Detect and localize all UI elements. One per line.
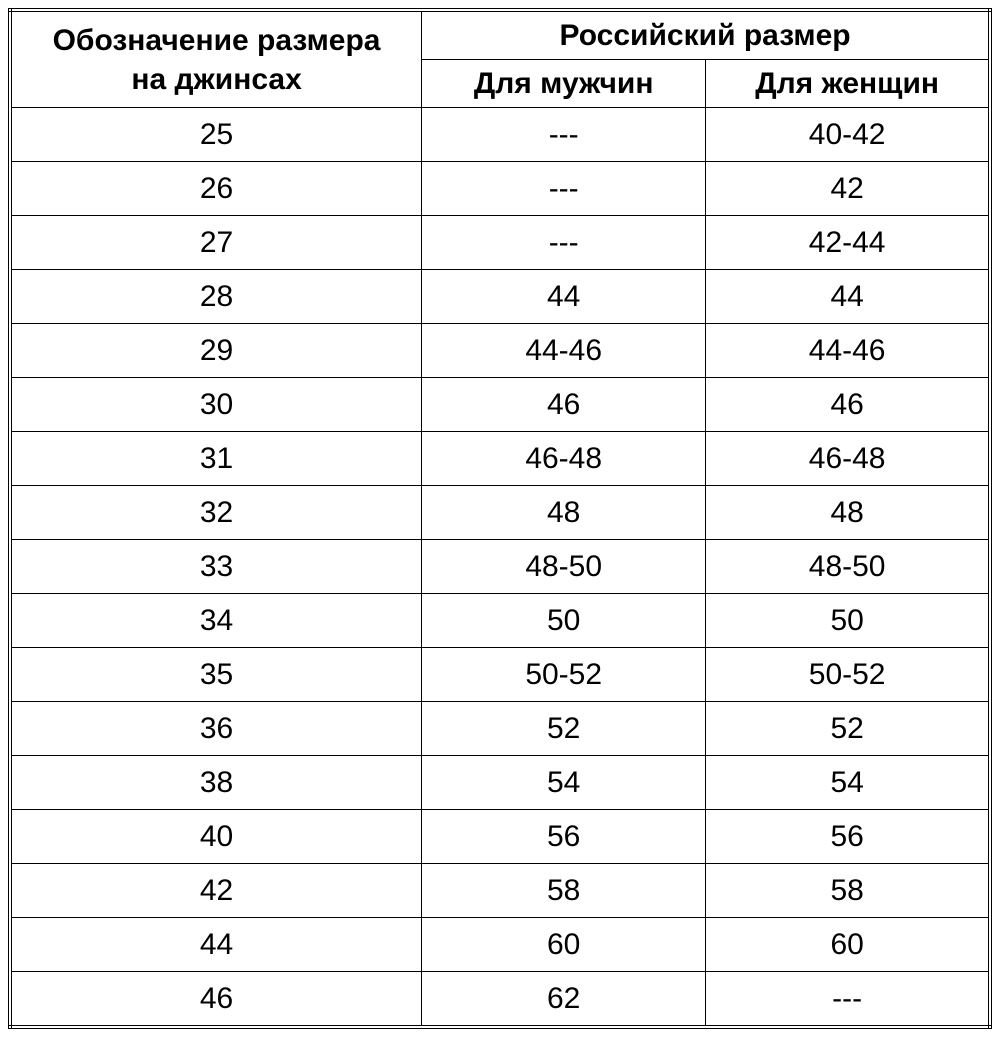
cell-jeans: 42 xyxy=(10,864,422,918)
cell-jeans: 29 xyxy=(10,324,422,378)
cell-men: 44 xyxy=(422,270,706,324)
table-body: 25---40-42 26---42 27---42-44 284444 294… xyxy=(10,108,990,1028)
table-row: 27---42-44 xyxy=(10,216,990,270)
cell-men: 56 xyxy=(422,810,706,864)
table-row: 284444 xyxy=(10,270,990,324)
cell-men: 58 xyxy=(422,864,706,918)
cell-jeans: 31 xyxy=(10,432,422,486)
cell-jeans: 34 xyxy=(10,594,422,648)
table-row: 425858 xyxy=(10,864,990,918)
table-row: 25---40-42 xyxy=(10,108,990,162)
header-women: Для женщин xyxy=(706,60,990,108)
cell-women: 56 xyxy=(706,810,990,864)
table-row: 2944-4644-46 xyxy=(10,324,990,378)
cell-jeans: 27 xyxy=(10,216,422,270)
header-jeans-size-line2: на джинсах xyxy=(131,63,301,96)
cell-men: 48-50 xyxy=(422,540,706,594)
table-row: 3348-5048-50 xyxy=(10,540,990,594)
cell-women: 42-44 xyxy=(706,216,990,270)
cell-jeans: 46 xyxy=(10,972,422,1028)
cell-women: 48 xyxy=(706,486,990,540)
cell-men: 46-48 xyxy=(422,432,706,486)
cell-women: 54 xyxy=(706,756,990,810)
cell-women: 50 xyxy=(706,594,990,648)
header-jeans-size-line1: Обозначение размера xyxy=(53,24,381,57)
table-row: 26---42 xyxy=(10,162,990,216)
cell-men: 50-52 xyxy=(422,648,706,702)
table-row: 405656 xyxy=(10,810,990,864)
cell-jeans: 36 xyxy=(10,702,422,756)
cell-jeans: 26 xyxy=(10,162,422,216)
cell-women: 52 xyxy=(706,702,990,756)
cell-jeans: 44 xyxy=(10,918,422,972)
table-row: 3146-4846-48 xyxy=(10,432,990,486)
header-jeans-size: Обозначение размера на джинсах xyxy=(10,10,422,108)
cell-women: 48-50 xyxy=(706,540,990,594)
cell-jeans: 38 xyxy=(10,756,422,810)
cell-jeans: 32 xyxy=(10,486,422,540)
header-men: Для мужчин xyxy=(422,60,706,108)
cell-men: 46 xyxy=(422,378,706,432)
cell-women: 44-46 xyxy=(706,324,990,378)
cell-women: 60 xyxy=(706,918,990,972)
table-row: 4662--- xyxy=(10,972,990,1028)
cell-men: 52 xyxy=(422,702,706,756)
cell-men: --- xyxy=(422,216,706,270)
cell-women: 40-42 xyxy=(706,108,990,162)
table-row: 324848 xyxy=(10,486,990,540)
cell-men: 62 xyxy=(422,972,706,1028)
cell-men: --- xyxy=(422,162,706,216)
cell-jeans: 33 xyxy=(10,540,422,594)
table-row: 3550-5250-52 xyxy=(10,648,990,702)
cell-women: 58 xyxy=(706,864,990,918)
cell-men: 54 xyxy=(422,756,706,810)
cell-jeans: 35 xyxy=(10,648,422,702)
table-row: 345050 xyxy=(10,594,990,648)
cell-women: 42 xyxy=(706,162,990,216)
cell-men: --- xyxy=(422,108,706,162)
cell-men: 48 xyxy=(422,486,706,540)
cell-men: 44-46 xyxy=(422,324,706,378)
cell-jeans: 28 xyxy=(10,270,422,324)
table-row: 304646 xyxy=(10,378,990,432)
cell-jeans: 30 xyxy=(10,378,422,432)
cell-jeans: 40 xyxy=(10,810,422,864)
cell-men: 60 xyxy=(422,918,706,972)
cell-jeans: 25 xyxy=(10,108,422,162)
cell-women: 44 xyxy=(706,270,990,324)
cell-women: 50-52 xyxy=(706,648,990,702)
header-russian-size-group: Российский размер xyxy=(422,10,990,60)
cell-women: 46-48 xyxy=(706,432,990,486)
table-row: 365252 xyxy=(10,702,990,756)
cell-men: 50 xyxy=(422,594,706,648)
size-conversion-table: Обозначение размера на джинсах Российски… xyxy=(8,8,992,1029)
table-row: 385454 xyxy=(10,756,990,810)
cell-women: 46 xyxy=(706,378,990,432)
cell-women: --- xyxy=(706,972,990,1028)
table-row: 446060 xyxy=(10,918,990,972)
